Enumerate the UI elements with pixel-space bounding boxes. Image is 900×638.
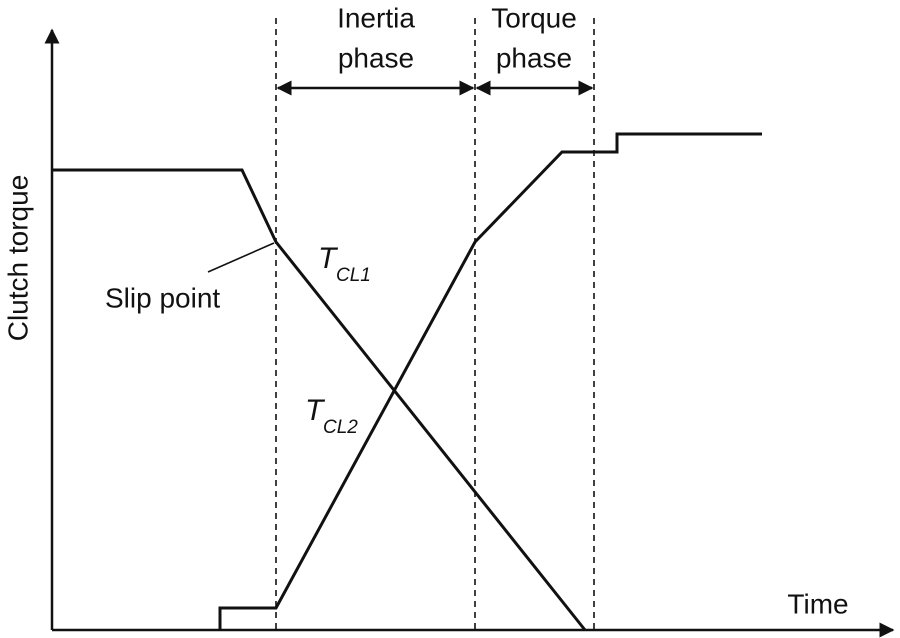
tcl1-curve xyxy=(52,168,587,631)
tcl2-curve xyxy=(218,132,762,630)
y-axis-label: Clutch torque xyxy=(2,175,33,342)
curve-subscript: CL1 xyxy=(336,265,371,286)
slip-point-label: Slip point xyxy=(105,282,220,313)
phase-label: Torque xyxy=(491,2,577,33)
leader-line xyxy=(207,242,275,273)
phase-label: phase xyxy=(496,42,572,73)
x-axis-label: Time xyxy=(787,588,848,619)
curve-subscript: CL2 xyxy=(323,417,358,438)
phase-label: Inertia xyxy=(337,2,415,33)
phase-label: phase xyxy=(338,42,414,73)
curve-symbol: T xyxy=(305,394,326,427)
curve-symbol: T xyxy=(318,242,339,275)
